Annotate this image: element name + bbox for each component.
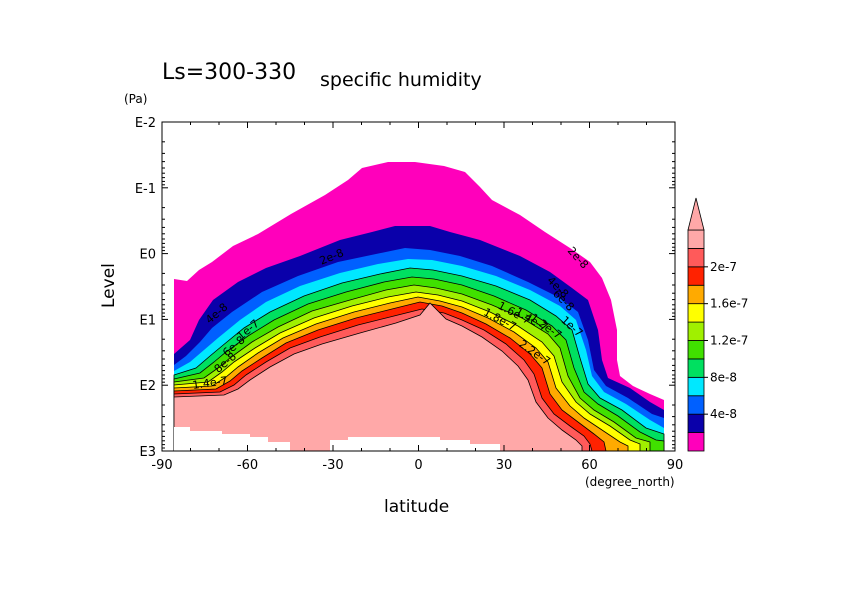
- y-tick-label: E1: [140, 313, 157, 328]
- y-tick-label: E2: [140, 379, 157, 394]
- colorbar-extension: [687, 197, 705, 231]
- y-tick-label: E3: [140, 445, 157, 460]
- chart-title-main: Ls=300-330: [162, 60, 296, 85]
- y-tick-label: E-1: [135, 182, 156, 197]
- contour-band-12: [173, 302, 583, 452]
- x-tick-label: -30: [322, 458, 343, 473]
- colorbar-label: 1.6e-7: [710, 297, 748, 311]
- colorbar-label: 1.2e-7: [710, 334, 748, 348]
- x-tick-label: -60: [237, 458, 258, 473]
- y-axis-label: Level: [99, 263, 119, 308]
- colorbar-label: 2e-7: [710, 260, 737, 274]
- y-axis-units: (Pa): [124, 92, 147, 106]
- colorbar-swatch: [687, 358, 705, 378]
- colorbar-swatch: [687, 303, 705, 323]
- colorbar-swatch: [687, 376, 705, 397]
- colorbar-swatch: [687, 395, 705, 415]
- colorbar-label: 4e-8: [710, 407, 737, 421]
- surface-mask-north: [330, 437, 500, 451]
- y-axis: E-2 E-1 E0 E1 E2 E3: [135, 116, 675, 460]
- colorbar: 4e-8 8e-8 1.2e-7 1.6e-7 2e-7: [687, 197, 748, 452]
- colorbar-swatch: [687, 229, 705, 249]
- colorbar-swatch: [687, 266, 705, 286]
- colorbar-swatch: [687, 321, 705, 341]
- colorbar-swatch: [687, 340, 705, 360]
- colorbar-swatch: [687, 248, 705, 268]
- contour-field: [173, 162, 665, 452]
- x-axis-label: latitude: [384, 497, 449, 517]
- contour-label: 1.4e-7: [192, 374, 229, 392]
- x-tick-label: 0: [414, 458, 422, 473]
- x-tick-label: 60: [581, 458, 598, 473]
- colorbar-swatch: [687, 284, 705, 305]
- x-tick-label: 90: [667, 458, 684, 473]
- chart-title-sub: specific humidity: [320, 69, 482, 91]
- x-tick-label: 30: [496, 458, 513, 473]
- x-tick-label: -90: [151, 458, 172, 473]
- x-axis: -90 -60 -30 0 30 60 90: [151, 122, 683, 473]
- x-axis-units: (degree_north): [585, 475, 675, 489]
- surface-mask-south: [174, 427, 290, 451]
- y-tick-label: E-2: [135, 116, 156, 131]
- y-tick-label: E0: [140, 248, 157, 263]
- colorbar-swatch: [687, 413, 705, 433]
- colorbar-label: 8e-8: [710, 370, 737, 384]
- colorbar-swatch: [687, 432, 705, 452]
